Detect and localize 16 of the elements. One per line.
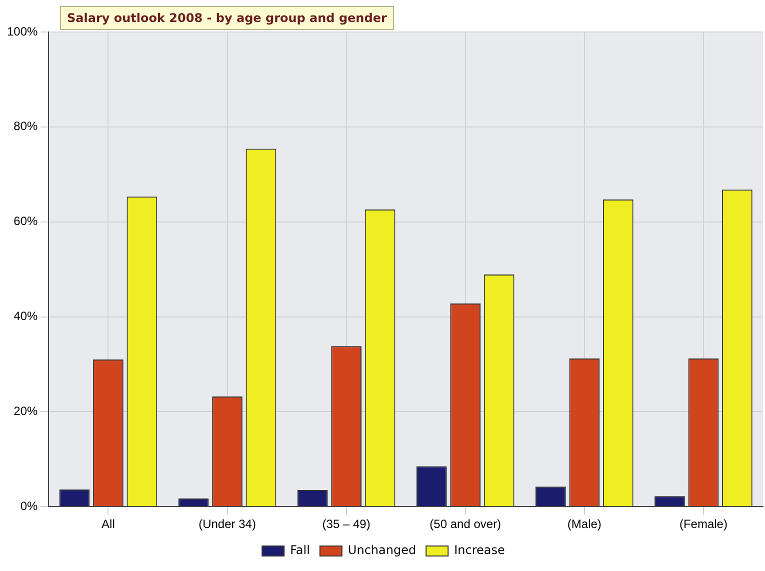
y-tick-label: 100% bbox=[6, 24, 38, 38]
x-tick-label: (Under 34) bbox=[198, 517, 256, 532]
y-tick-label: 0% bbox=[20, 498, 38, 513]
x-tick-label: (Female) bbox=[679, 517, 728, 532]
x-tick-label: (35 – 49) bbox=[322, 517, 370, 532]
y-tick-label: 20% bbox=[14, 404, 38, 418]
legend-label: Unchanged bbox=[348, 543, 416, 558]
y-tick-label: 40% bbox=[14, 309, 38, 324]
chart-title: Salary outlook 2008 - by age group and gender bbox=[60, 6, 394, 30]
legend-label: Fall bbox=[290, 543, 310, 558]
x-tick-label: (50 and over) bbox=[430, 517, 502, 532]
x-tick-label: (Male) bbox=[567, 517, 602, 532]
x-tick-label: All bbox=[102, 517, 115, 532]
y-tick-label: 80% bbox=[14, 119, 38, 134]
y-tick-label: 60% bbox=[14, 214, 38, 228]
legend-label: Increase bbox=[454, 543, 505, 558]
